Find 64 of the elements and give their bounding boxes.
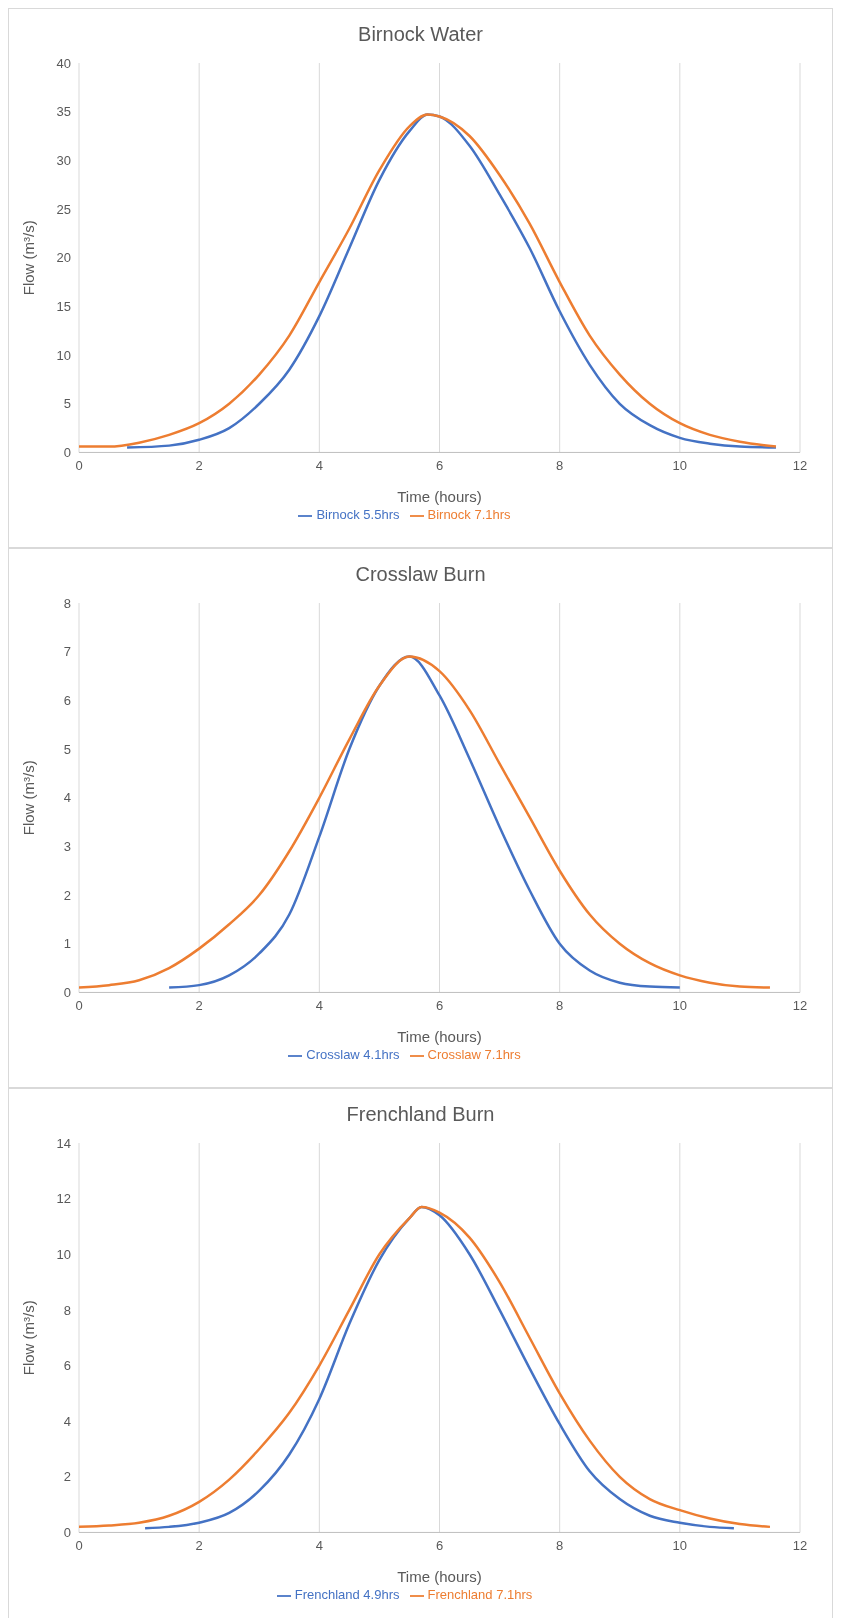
- y-tick-label: 25: [56, 201, 71, 217]
- line-series: [79, 655, 772, 989]
- legend-label: Frenchland 4.9hrs: [294, 1587, 400, 1603]
- x-tick-label: 0: [75, 997, 83, 1013]
- y-tick-label: 35: [56, 104, 71, 120]
- y-tick-label: 5: [63, 741, 71, 757]
- legend-label: Frenchland 7.1hrs: [427, 1587, 533, 1603]
- y-axis-title: Flow (m³/s): [20, 760, 38, 836]
- y-tick-label: 4: [63, 1413, 71, 1429]
- x-axis-title: Time (hours): [397, 1568, 482, 1586]
- x-tick-label: 2: [195, 997, 203, 1013]
- y-tick-label: 4: [63, 790, 71, 806]
- x-tick-label: 6: [435, 1537, 444, 1553]
- x-tick-label: 10: [672, 457, 688, 473]
- y-tick-label: 2: [63, 1469, 71, 1485]
- y-tick-label: 0: [63, 445, 71, 461]
- chart-title: Frenchland Burn: [345, 1102, 496, 1127]
- x-axis-title: Time (hours): [397, 488, 482, 506]
- y-tick-label: 6: [63, 1358, 71, 1374]
- legend-label: Crosslaw 7.1hrs: [427, 1047, 521, 1063]
- x-tick-label: 0: [75, 457, 83, 473]
- x-tick-label: 4: [315, 1537, 323, 1553]
- y-axis-title: Flow (m³/s): [20, 1300, 38, 1376]
- y-tick-label: 1: [63, 936, 71, 952]
- y-axis-title: Flow (m³/s): [20, 220, 38, 296]
- chart-title: Crosslaw Burn: [354, 562, 487, 587]
- x-tick-label: 4: [315, 457, 323, 473]
- x-tick-label: 8: [556, 457, 564, 473]
- x-axis-title: Time (hours): [397, 1028, 482, 1046]
- y-tick-label: 5: [63, 396, 71, 412]
- x-tick-label: 12: [792, 1537, 808, 1553]
- legend-label: Birnock 7.1hrs: [427, 507, 511, 523]
- y-tick-label: 6: [63, 692, 71, 708]
- y-tick-label: 15: [56, 299, 71, 315]
- x-tick-label: 0: [75, 1537, 83, 1553]
- y-tick-label: 10: [56, 1246, 71, 1262]
- y-tick-label: 0: [63, 1525, 71, 1541]
- y-tick-label: 7: [63, 644, 71, 660]
- x-tick-label: 2: [195, 1537, 203, 1553]
- y-tick-label: 10: [56, 347, 71, 363]
- legend-label: Crosslaw 4.1hrs: [306, 1047, 400, 1063]
- line-series: [167, 655, 682, 989]
- legend-label: Birnock 5.5hrs: [316, 507, 400, 523]
- x-tick-label: 2: [195, 457, 203, 473]
- y-tick-label: 14: [56, 1135, 71, 1151]
- x-tick-label: 12: [792, 457, 808, 473]
- x-tick-label: 12: [792, 997, 808, 1013]
- x-tick-label: 8: [556, 1537, 564, 1553]
- y-tick-label: 30: [56, 152, 71, 168]
- x-tick-label: 10: [672, 1537, 688, 1553]
- chart-title: Birnock Water: [357, 22, 484, 47]
- y-tick-label: 20: [56, 250, 71, 266]
- y-tick-label: 3: [63, 839, 71, 855]
- y-tick-label: 2: [63, 887, 71, 903]
- y-tick-label: 40: [56, 55, 71, 71]
- y-tick-label: 8: [63, 1302, 71, 1318]
- x-tick-label: 10: [672, 997, 688, 1013]
- y-tick-label: 8: [63, 595, 71, 611]
- x-tick-label: 6: [435, 997, 444, 1013]
- y-tick-label: 0: [63, 985, 71, 1001]
- x-tick-label: 6: [435, 457, 444, 473]
- y-tick-label: 12: [56, 1191, 71, 1207]
- x-tick-label: 8: [556, 997, 564, 1013]
- x-tick-label: 4: [315, 997, 323, 1013]
